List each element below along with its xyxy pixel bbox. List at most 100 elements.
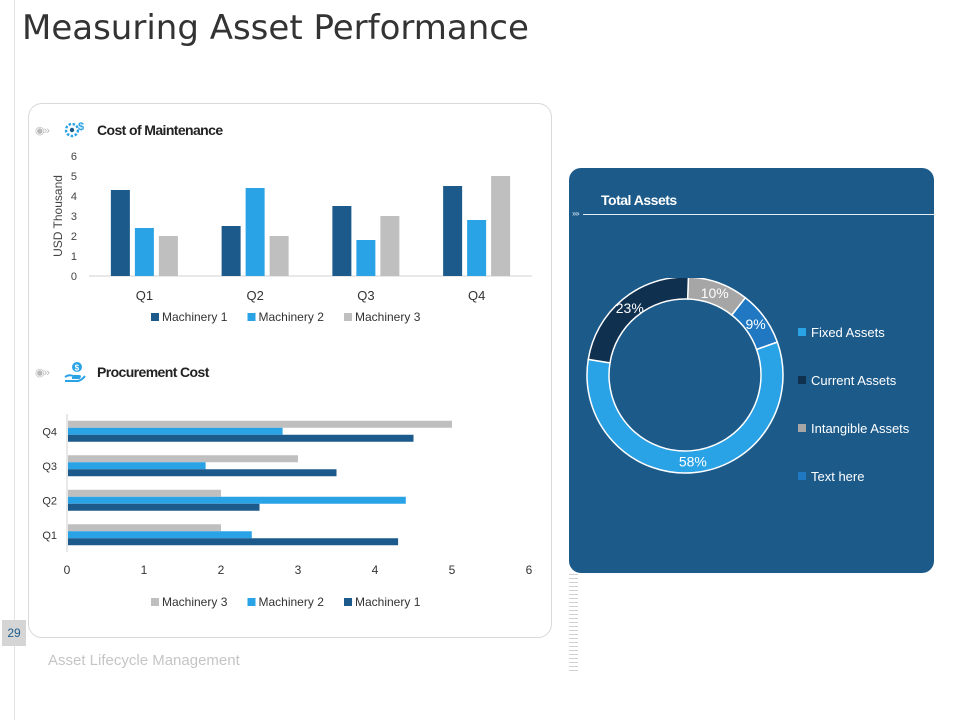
money-gears-icon: $ bbox=[64, 121, 84, 138]
y-tick-label: 3 bbox=[71, 211, 77, 223]
y-tick-label: 1 bbox=[71, 251, 77, 263]
bar-machinery-2-q2 bbox=[245, 188, 265, 276]
bar-machinery-1-q1 bbox=[110, 190, 130, 276]
bullet-dots-icon: ◉›› bbox=[35, 124, 50, 137]
x-tick-label: Q4 bbox=[468, 288, 485, 303]
hand-money-icon: $ bbox=[64, 362, 86, 382]
slice-current-assets bbox=[587, 278, 690, 364]
legend-label: Current Assets bbox=[811, 372, 897, 388]
page-title: Measuring Asset Performance bbox=[22, 8, 529, 48]
legend-swatch bbox=[151, 598, 159, 606]
title-underline bbox=[583, 214, 934, 215]
ruler-decoration bbox=[569, 574, 578, 674]
x-tick-label: 4 bbox=[372, 563, 379, 577]
x-tick-label: 3 bbox=[295, 563, 302, 577]
legend-label: Fixed Assets bbox=[811, 324, 885, 340]
legend-item: Intangible Assets bbox=[798, 404, 909, 452]
y-axis-label: USD Thousand bbox=[51, 175, 65, 257]
bar-machinery-3-q3 bbox=[380, 216, 400, 276]
bar-machinery-3-q1 bbox=[158, 236, 178, 276]
chevron-icon: ›››› bbox=[572, 209, 580, 218]
svg-text:$: $ bbox=[75, 363, 80, 372]
bar-machinery-3-q2 bbox=[269, 236, 289, 276]
x-tick-label: 2 bbox=[218, 563, 225, 577]
y-tick-label: 4 bbox=[71, 191, 77, 203]
page-number: 29 bbox=[2, 620, 26, 646]
bar-machinery-3-q2 bbox=[68, 489, 221, 497]
x-tick-label: Q2 bbox=[246, 288, 263, 303]
procurement-chart: 0 1 2 3 4 5 6 Q1 Q2 Q3 Q4 Machinery 3 Machinery 2 Mac… bbox=[42, 414, 533, 609]
bar-machinery-2-q3 bbox=[356, 240, 376, 276]
legend-label: Intangible Assets bbox=[811, 420, 910, 436]
y-tick-label: 0 bbox=[71, 271, 77, 283]
x-tick-label: Q1 bbox=[136, 288, 153, 303]
footer-text: Asset Lifecycle Management bbox=[48, 652, 240, 669]
svg-text:$: $ bbox=[78, 121, 84, 133]
bullet-dots-icon: ◉›› bbox=[35, 366, 50, 379]
bar-machinery-1-q2 bbox=[68, 503, 260, 511]
legend-item: Text here bbox=[798, 452, 909, 500]
procurement-title: Procurement Cost bbox=[97, 364, 209, 380]
procurement-header: ◉›› $ Procurement Cost bbox=[35, 360, 209, 384]
legend-swatch bbox=[247, 313, 256, 321]
total-assets-panel: Total Assets ›››› 10% 9% 58% 23% Fixed Asse… bbox=[569, 168, 934, 573]
bar-machinery-2-q4 bbox=[68, 427, 283, 435]
legend-swatch bbox=[247, 598, 256, 606]
bar-machinery-2-q2 bbox=[68, 496, 406, 504]
y-tick-label: 5 bbox=[71, 171, 77, 183]
bar-machinery-2-q1 bbox=[134, 228, 154, 276]
bar-machinery-1-q3 bbox=[68, 469, 337, 477]
x-tick-label: 1 bbox=[141, 563, 148, 577]
legend-swatch bbox=[344, 313, 352, 321]
bar-machinery-3-q4 bbox=[491, 176, 511, 276]
y-tick-label: Q2 bbox=[42, 495, 57, 507]
slice-label: 9% bbox=[745, 316, 765, 332]
legend-swatch bbox=[798, 424, 806, 432]
legend-swatch bbox=[151, 313, 159, 321]
donut-legend: Fixed Assets Current Assets Intangible Ass… bbox=[798, 308, 909, 500]
total-assets-donut: 10% 9% 58% 23% bbox=[586, 278, 784, 474]
y-tick-label: 6 bbox=[71, 151, 77, 163]
maintenance-title: Cost of Maintenance bbox=[97, 122, 223, 138]
y-tick-label: Q3 bbox=[42, 461, 57, 473]
bar-machinery-2-q3 bbox=[68, 462, 206, 470]
legend-swatch bbox=[798, 328, 806, 336]
total-assets-title: Total Assets bbox=[601, 192, 677, 208]
bar-machinery-1-q4 bbox=[68, 434, 414, 442]
legend-swatch bbox=[798, 472, 806, 480]
bar-machinery-2-q1 bbox=[68, 531, 252, 539]
maintenance-header: ◉›› $ Cost of Maintenance bbox=[35, 118, 223, 142]
bar-machinery-3-q3 bbox=[68, 455, 298, 463]
legend-label: Text here bbox=[811, 468, 865, 484]
y-tick-label: Q4 bbox=[42, 426, 57, 438]
x-tick-label: 0 bbox=[64, 563, 71, 577]
legend-label: Machinery 3 bbox=[162, 595, 228, 609]
bar-machinery-1-q2 bbox=[221, 226, 241, 276]
bar-machinery-1-q1 bbox=[68, 538, 399, 546]
y-tick-label: 2 bbox=[71, 231, 77, 243]
maintenance-chart: 0 1 2 3 4 5 6 USD Thousand Q1 Q2 Q3 Q4 Machinery 1 Ma… bbox=[51, 151, 532, 324]
bar-machinery-1-q4 bbox=[443, 186, 463, 276]
y-tick-label: Q1 bbox=[42, 530, 57, 542]
slice-fixed-assets bbox=[586, 341, 784, 474]
slice-label: 58% bbox=[679, 454, 707, 470]
legend-swatch bbox=[798, 376, 806, 384]
bar-machinery-3-q1 bbox=[68, 524, 221, 532]
x-tick-label: 6 bbox=[526, 563, 533, 577]
legend-swatch bbox=[344, 598, 352, 606]
x-tick-label: 5 bbox=[449, 563, 456, 577]
x-tick-label: Q3 bbox=[357, 288, 374, 303]
bar-machinery-1-q3 bbox=[332, 206, 352, 276]
legend-label: Machinery 1 bbox=[355, 595, 421, 609]
legend-item: Current Assets bbox=[798, 356, 909, 404]
slice-label: 23% bbox=[616, 300, 644, 316]
legend-label: Machinery 2 bbox=[259, 595, 325, 609]
charts-card: ◉›› $ Cost of Maintenance 0 1 2 3 4 5 6 USD Tho… bbox=[28, 103, 552, 638]
bar-machinery-3-q4 bbox=[68, 420, 452, 428]
slice-label: 10% bbox=[701, 285, 729, 301]
legend-item: Fixed Assets bbox=[798, 308, 909, 356]
left-rule bbox=[14, 0, 15, 720]
legend-label: Machinery 1 bbox=[162, 310, 228, 324]
legend-label: Machinery 3 bbox=[355, 310, 421, 324]
bar-machinery-2-q4 bbox=[467, 220, 487, 276]
